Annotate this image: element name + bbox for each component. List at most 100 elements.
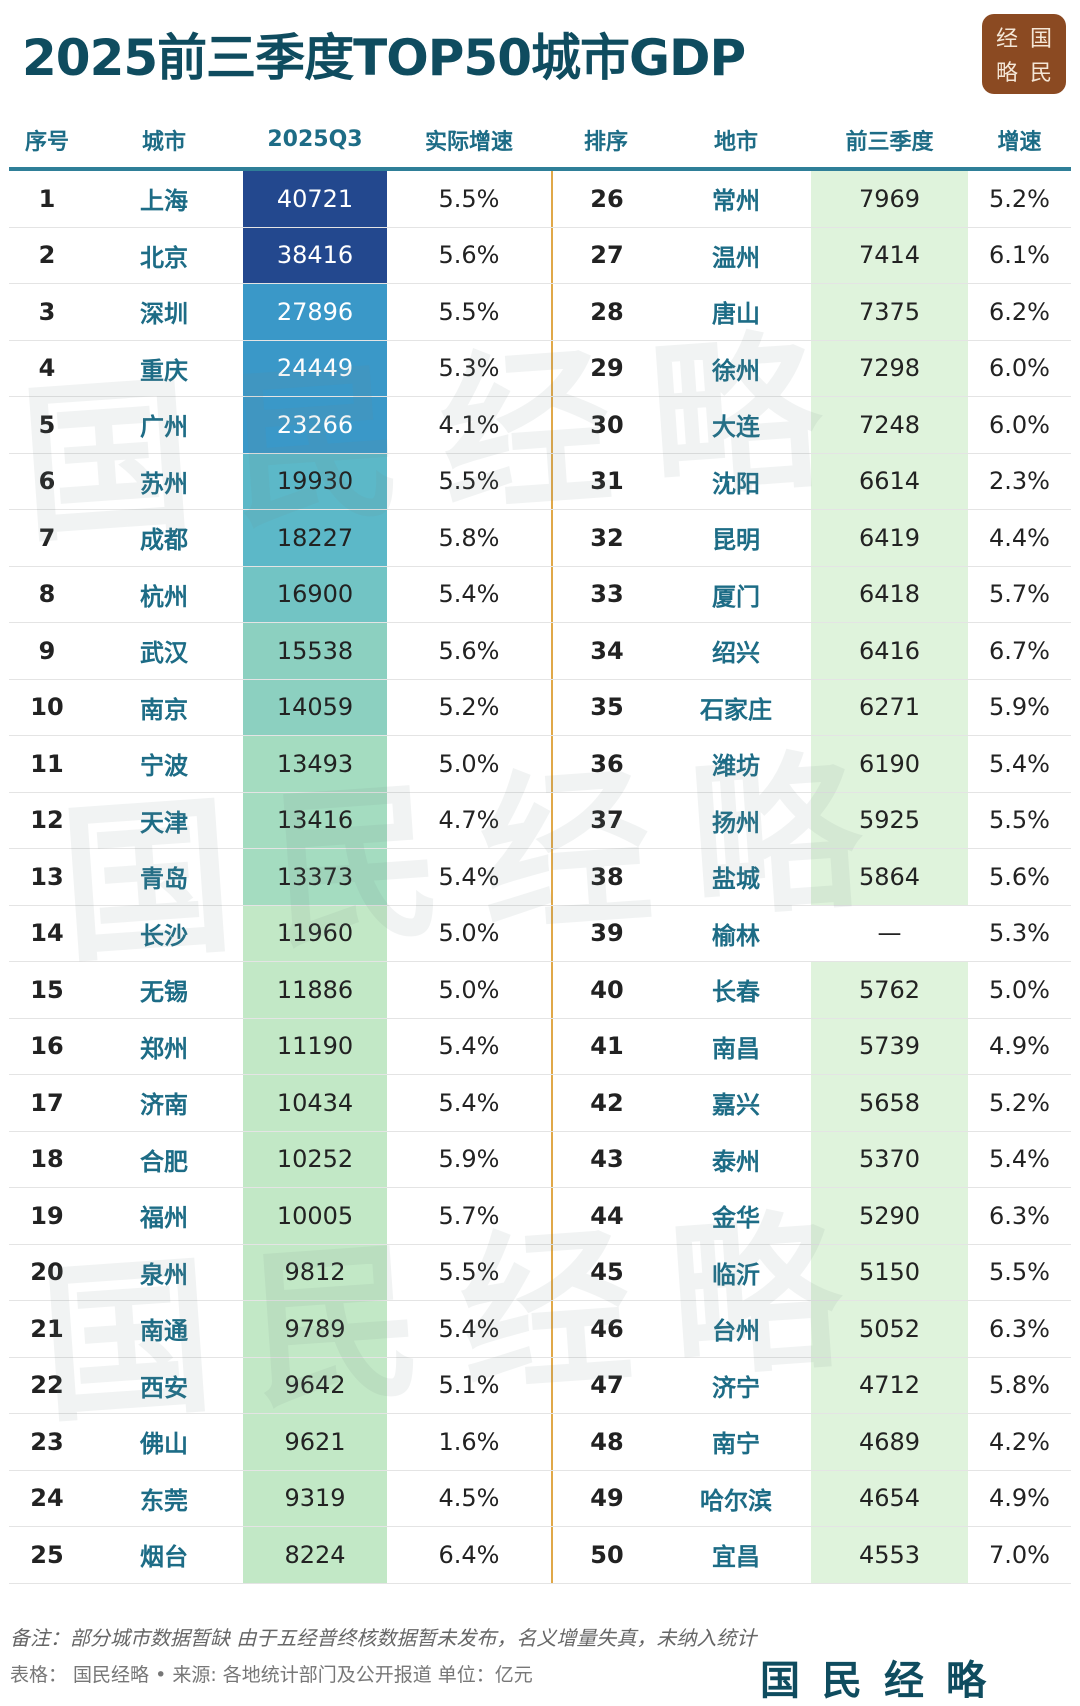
growth-cell: 5.6%: [438, 636, 500, 665]
rank-cell: 34: [551, 623, 661, 679]
growth-cell: 4.7%: [438, 806, 500, 835]
header-cell: 2025Q3: [267, 127, 363, 152]
growth-cell: 5.2%: [989, 184, 1050, 213]
rank-cell: 4: [38, 354, 56, 383]
city-cell: 嘉兴: [712, 1091, 760, 1120]
growth-cell: 5.0%: [438, 919, 500, 948]
gdp-cell: 9642: [243, 1357, 387, 1413]
city-cell: 扬州: [712, 808, 760, 837]
gdp-cell: 15538: [243, 623, 387, 679]
gdp-cell: 6614: [811, 453, 968, 509]
rank-cell: 39: [551, 905, 661, 961]
growth-cell: 5.4%: [438, 1314, 500, 1343]
header-cell: 城市: [141, 129, 186, 155]
table-row: 24 东莞 9319 4.5% 49 哈尔滨 4654 4.9%: [9, 1470, 1071, 1527]
rank-cell: 33: [551, 566, 661, 622]
gdp-cell: 13373: [243, 849, 387, 905]
city-cell: 合肥: [140, 1147, 188, 1176]
gdp-cell: 7248: [811, 397, 968, 453]
growth-cell: 1.6%: [438, 1427, 500, 1456]
city-cell: 潍坊: [712, 752, 760, 781]
rank-cell: 36: [551, 736, 661, 792]
city-cell: 厦门: [712, 582, 760, 611]
city-cell: 榆林: [712, 921, 760, 950]
table-row: 12 天津 13416 4.7% 37 扬州 5925 5.5%: [9, 792, 1071, 849]
rank-cell: 27: [551, 227, 661, 283]
header-cell: 排序: [583, 129, 628, 155]
city-cell: 泉州: [140, 1260, 188, 1289]
city-cell: 长春: [712, 978, 760, 1007]
gdp-cell: 11886: [243, 962, 387, 1018]
growth-cell: 5.0%: [989, 975, 1050, 1004]
rank-cell: 10: [30, 693, 64, 722]
table-row: 19 福州 10005 5.7% 44 金华 5290 6.3%: [9, 1188, 1071, 1245]
table-row: 22 西安 9642 5.1% 47 济宁 4712 5.8%: [9, 1357, 1071, 1414]
table-row: 11 宁波 13493 5.0% 36 潍坊 6190 5.4%: [9, 736, 1071, 793]
table-row: 20 泉州 9812 5.5% 45 临沂 5150 5.5%: [9, 1244, 1071, 1301]
city-cell: 西安: [140, 1373, 188, 1402]
city-cell: 沈阳: [712, 469, 760, 498]
seal-char: 国: [1029, 27, 1052, 52]
growth-cell: 5.6%: [989, 862, 1050, 891]
growth-cell: 5.4%: [438, 862, 500, 891]
city-cell: 宁波: [140, 752, 188, 781]
city-cell: 唐山: [712, 300, 760, 329]
rank-cell: 25: [30, 1540, 64, 1569]
gdp-cell: 4712: [811, 1357, 968, 1413]
rank-cell: 32: [551, 510, 661, 566]
city-cell: 青岛: [140, 865, 188, 894]
gdp-cell: 7969: [811, 171, 968, 227]
rank-cell: 1: [38, 184, 56, 213]
rank-cell: 6: [38, 467, 56, 496]
rank-cell: 31: [551, 453, 661, 509]
growth-cell: 6.3%: [989, 1201, 1050, 1230]
gdp-cell: 14059: [243, 679, 387, 735]
growth-cell: 6.3%: [989, 1314, 1050, 1343]
rank-cell: 15: [30, 975, 64, 1004]
gdp-cell: 13416: [243, 792, 387, 848]
rank-cell: 19: [30, 1201, 64, 1230]
rank-cell: 7: [38, 523, 56, 552]
growth-cell: 5.5%: [438, 184, 500, 213]
gdp-cell: 19930: [243, 453, 387, 509]
city-cell: 临沂: [712, 1260, 760, 1289]
growth-cell: 5.8%: [438, 523, 500, 552]
growth-cell: 5.0%: [438, 975, 500, 1004]
gdp-cell: 5925: [811, 792, 968, 848]
rank-cell: 18: [30, 1145, 64, 1174]
gdp-cell: 10434: [243, 1075, 387, 1131]
city-cell: 东莞: [140, 1486, 188, 1515]
growth-cell: 4.4%: [989, 523, 1050, 552]
table-row: 23 佛山 9621 1.6% 48 南宁 4689 4.2%: [9, 1414, 1071, 1471]
gdp-cell: 10005: [243, 1188, 387, 1244]
source-line: 表格： 国民经略 • 来源: 各地统计部门及公开报道 单位：亿元: [10, 1664, 533, 1686]
city-cell: 杭州: [140, 582, 188, 611]
rank-cell: 9: [38, 636, 56, 665]
growth-cell: 7.0%: [989, 1540, 1050, 1569]
growth-cell: 6.1%: [989, 241, 1050, 270]
city-cell: 福州: [140, 1204, 188, 1233]
growth-cell: 4.9%: [989, 1484, 1050, 1513]
growth-cell: 5.6%: [438, 241, 500, 270]
city-cell: 泰州: [712, 1147, 760, 1176]
rank-cell: 3: [38, 297, 56, 326]
city-cell: 济南: [140, 1091, 188, 1120]
table-row: 5 广州 23266 4.1% 30 大连 7248 6.0%: [9, 397, 1071, 454]
gdp-cell: 18227: [243, 510, 387, 566]
growth-cell: 4.9%: [989, 1032, 1050, 1061]
page-title: 2025前三季度TOP50城市GDP: [22, 29, 746, 87]
table-row: 1 上海 40721 5.5% 26 常州 7969 5.2%: [9, 171, 1071, 228]
city-cell: 广州: [140, 413, 188, 442]
rank-cell: 26: [551, 171, 661, 227]
growth-cell: 5.3%: [438, 354, 500, 383]
city-cell: 北京: [140, 243, 188, 272]
city-cell: 佛山: [140, 1430, 188, 1459]
rank-cell: 41: [551, 1018, 661, 1074]
gdp-cell: 6416: [811, 623, 968, 679]
growth-cell: 5.7%: [438, 1201, 500, 1230]
growth-cell: 5.0%: [438, 749, 500, 778]
rank-cell: 16: [30, 1032, 64, 1061]
gdp-cell: 5762: [811, 962, 968, 1018]
gdp-table: 序号 城市 2025Q3 实际增速 排序 地市 前三季度 增速 1 上海 40721…: [9, 112, 1071, 1584]
seal-char: 略: [995, 61, 1018, 86]
